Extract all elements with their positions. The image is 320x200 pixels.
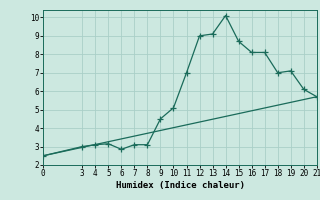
X-axis label: Humidex (Indice chaleur): Humidex (Indice chaleur) — [116, 181, 244, 190]
